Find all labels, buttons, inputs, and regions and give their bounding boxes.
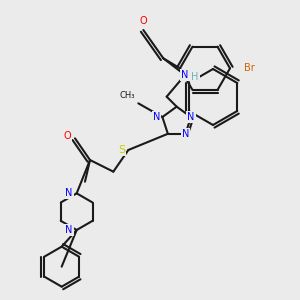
Text: N: N [182, 129, 189, 139]
Text: N: N [153, 112, 160, 122]
Text: N: N [181, 70, 189, 80]
Text: Br: Br [244, 63, 255, 73]
Text: N: N [65, 188, 73, 198]
Text: S: S [118, 145, 125, 155]
Text: H: H [191, 72, 199, 82]
Text: O: O [63, 131, 71, 141]
Text: CH₃: CH₃ [120, 91, 135, 100]
Text: N: N [187, 112, 195, 122]
Text: N: N [65, 225, 73, 235]
Text: O: O [140, 16, 147, 26]
